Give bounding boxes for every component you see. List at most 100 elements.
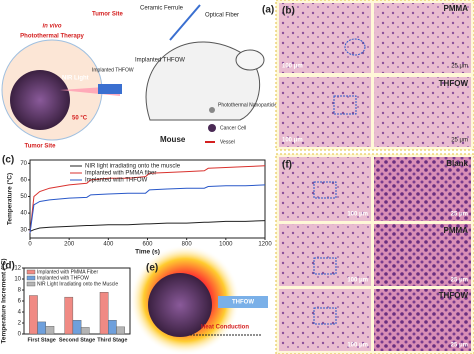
x-tick-label: Second Stage bbox=[59, 337, 95, 343]
legend-swatch bbox=[26, 275, 36, 281]
series-line bbox=[29, 165, 266, 234]
bar bbox=[29, 295, 38, 335]
label: Implanted THFOW bbox=[92, 67, 134, 73]
panel-label: (e) bbox=[146, 263, 158, 274]
fiber bbox=[98, 84, 122, 94]
panel-a: (a) in vivo Photothermal Therapy Tumor S… bbox=[0, 0, 280, 150]
legend-swatch bbox=[26, 281, 36, 287]
scale-label: 25 μm bbox=[451, 212, 468, 218]
x-tick-label: 800 bbox=[182, 242, 193, 248]
y-tick-label: 30 bbox=[20, 227, 27, 233]
legend-label: NIR light irradiating onto the muscle bbox=[85, 164, 181, 170]
panel-label: (b) bbox=[282, 6, 295, 17]
label: PMMA bbox=[444, 4, 469, 13]
mouse-head bbox=[235, 49, 265, 71]
legend-label: Implanted with THFOW bbox=[37, 275, 89, 281]
series-line bbox=[29, 184, 266, 234]
x-tick-label: 200 bbox=[64, 242, 75, 248]
tumor bbox=[10, 70, 70, 130]
label: Blank bbox=[446, 159, 468, 168]
x-tick-label: 400 bbox=[103, 242, 114, 248]
mouse-body bbox=[145, 41, 261, 121]
y-tick-label: 2 bbox=[18, 321, 22, 327]
micrograph bbox=[279, 3, 371, 73]
y-tick-label: 12 bbox=[14, 266, 21, 272]
x-tick-label: 600 bbox=[142, 242, 153, 248]
label: Optical Fiber bbox=[205, 13, 239, 19]
bar bbox=[108, 320, 117, 335]
label: 50 °C bbox=[72, 116, 88, 122]
bar bbox=[64, 296, 74, 335]
scale-label: 25 μm bbox=[451, 343, 468, 349]
panel-b: (b) PMMA THFOW 100 μm 25 μm 100 μm 25 μm bbox=[275, 0, 474, 151]
label: NIR Light bbox=[62, 76, 89, 82]
x-tick-label: Third Stage bbox=[97, 337, 127, 343]
micrograph bbox=[279, 289, 371, 351]
panel-e: (e) THFOW Heat Conduction bbox=[130, 245, 268, 354]
label: Heat Conduction bbox=[201, 325, 249, 331]
y-tick-label: 8 bbox=[18, 288, 22, 294]
bar bbox=[37, 321, 46, 335]
tumor bbox=[148, 273, 212, 337]
label: Tumor Site bbox=[25, 144, 57, 150]
panel-label: (c) bbox=[2, 155, 14, 166]
bar bbox=[99, 292, 109, 335]
micrograph bbox=[374, 289, 471, 351]
roi bbox=[313, 257, 337, 275]
label: PMMA bbox=[444, 226, 469, 235]
panel-label: (d) bbox=[2, 261, 15, 272]
panel-label: (a) bbox=[262, 5, 274, 16]
label: Implanted THFOW bbox=[135, 58, 185, 64]
micrograph bbox=[374, 77, 471, 147]
label: in vivo bbox=[42, 24, 61, 30]
y-tick-label: 6 bbox=[18, 299, 22, 305]
scale-label: 100 μm bbox=[347, 212, 368, 218]
y-tick-label: 60 bbox=[20, 177, 27, 183]
x-tick-label: 0 bbox=[28, 242, 32, 248]
bar bbox=[45, 326, 55, 335]
scale-label: 25 μm bbox=[451, 138, 468, 144]
optical-fiber bbox=[169, 4, 201, 41]
micrograph bbox=[374, 224, 471, 286]
fiber bbox=[218, 296, 268, 308]
scale-label: 100 μm bbox=[282, 138, 303, 144]
y-tick-label: 50 bbox=[20, 194, 27, 200]
x-tick-label: 1000 bbox=[219, 242, 233, 248]
bar bbox=[72, 320, 82, 335]
roi bbox=[333, 95, 357, 115]
roi bbox=[313, 307, 337, 325]
legend-label: Photothermal Nanoparticles bbox=[218, 102, 280, 108]
legend-label: Implanted with PMMA Fiber bbox=[37, 269, 98, 275]
y-tick-label: 4 bbox=[18, 310, 22, 316]
icon bbox=[209, 107, 215, 113]
micrograph bbox=[279, 77, 371, 147]
label: THFOW bbox=[232, 300, 254, 306]
micrograph bbox=[279, 224, 371, 286]
micrograph bbox=[374, 157, 471, 221]
scale-label: 100 μm bbox=[347, 278, 368, 284]
roi bbox=[344, 38, 366, 56]
label: Mouse bbox=[160, 135, 186, 144]
roi bbox=[313, 181, 337, 199]
bar bbox=[116, 326, 125, 335]
micrograph bbox=[279, 157, 371, 221]
label: Photothermal Therapy bbox=[20, 34, 84, 40]
y-tick-label: 10 bbox=[14, 277, 21, 283]
micrograph bbox=[374, 3, 471, 73]
y-axis-label: Temperature Increment (°C) bbox=[0, 258, 8, 343]
scale-label: 100 μm bbox=[347, 343, 368, 349]
y-tick-label: 0 bbox=[18, 332, 22, 338]
scale-label: 25 μm bbox=[451, 278, 468, 284]
legend-label: Implanted with THFOW bbox=[85, 178, 148, 184]
x-axis-label: Time (s) bbox=[135, 249, 160, 256]
panel-label: (f) bbox=[282, 160, 292, 171]
label: Ceramic Ferrule bbox=[140, 6, 184, 12]
panel-f: (f) Blank PMMA THFOW 100 μm 25 μm 100 μm… bbox=[275, 153, 474, 354]
label: THFOW bbox=[439, 79, 469, 88]
legend-label: Vessel bbox=[220, 139, 235, 145]
bar bbox=[80, 327, 90, 335]
series-line bbox=[29, 220, 266, 232]
scale-label: 25 μm bbox=[451, 64, 468, 70]
legend-swatch bbox=[26, 269, 36, 275]
